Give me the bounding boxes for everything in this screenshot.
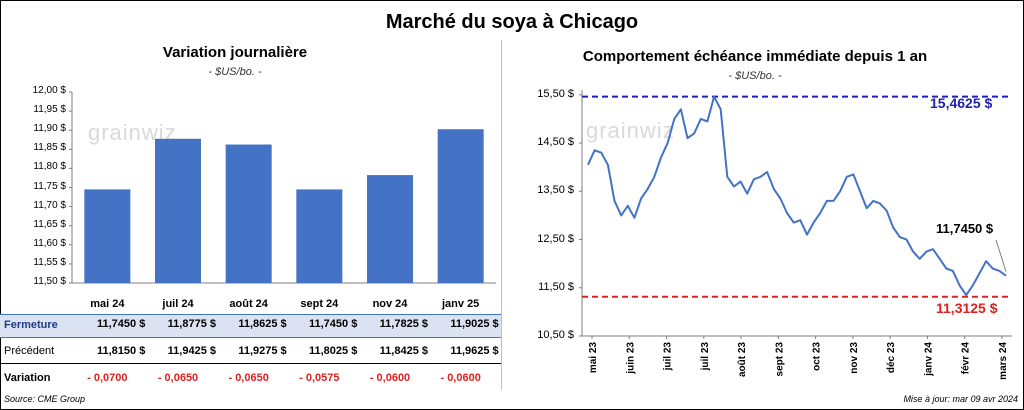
source-note: Source: CME Group <box>4 394 86 404</box>
max-label: 15,4625 $ <box>930 95 993 111</box>
bar-3 <box>296 189 343 283</box>
bar-5 <box>437 129 484 283</box>
row-label-fermeture: Fermeture <box>4 319 58 331</box>
bar-category-label: juil 24 <box>162 298 194 310</box>
bar-y-tick-label: 12,00 $ <box>32 85 66 96</box>
line-x-tick-label: mars 24 <box>998 342 1009 380</box>
bar-category-label: mai 24 <box>90 298 125 310</box>
price-series-line <box>587 95 1007 296</box>
bar-y-tick-label: 11,55 $ <box>33 256 66 268</box>
line-x-tick-label: nov 23 <box>849 342 860 374</box>
bar-y-tick-label: 11,90 $ <box>33 123 66 135</box>
bar-0 <box>84 189 131 283</box>
line-y-tick-label: 13,50 $ <box>537 184 574 197</box>
table-cell: 11,9625 $ <box>450 345 499 357</box>
left-chart-unit: - $US/bo. - <box>208 66 262 78</box>
line-y-tick-label: 12,50 $ <box>537 232 574 245</box>
bar-y-tick-label: 11,80 $ <box>33 161 66 173</box>
bar-y-tick-label: 11,60 $ <box>33 237 66 249</box>
bar-y-tick-label: 11,50 $ <box>33 276 66 287</box>
table-cell: 11,8625 $ <box>238 318 287 330</box>
line-y-tick-label: 11,50 $ <box>538 280 574 293</box>
page-title: Marché du soya à Chicago <box>385 11 639 33</box>
line-x-tick-label: juil 23 <box>700 342 711 372</box>
bar-y-tick-label: 11,75 $ <box>33 180 66 192</box>
bar-y-tick-label: 11,65 $ <box>33 218 66 230</box>
bar-category-label: sept 24 <box>300 298 339 310</box>
bar-1 <box>155 138 201 283</box>
table-cell: 11,7450 $ <box>308 318 358 330</box>
line-y-tick-label: 10,50 $ <box>537 329 574 341</box>
line-x-tick-label: mai 23 <box>588 342 599 374</box>
bar-y-tick-label: 11,85 $ <box>33 142 66 154</box>
bar-category-label: janv 25 <box>442 298 480 310</box>
table-row-variation: Variation <box>0 368 501 390</box>
right-chart-title: Comportement échéance immédiate depuis 1… <box>582 48 928 65</box>
min-label: 11,3125 $ <box>936 300 998 316</box>
last-value-label: 11,7450 $ <box>936 221 994 236</box>
line-x-tick-label: juil 23 <box>663 342 674 372</box>
table-cell: 11,8425 $ <box>379 345 428 357</box>
table-cell: 11,9025 $ <box>450 318 499 330</box>
bar-chart <box>69 91 496 284</box>
line-y-tick-label: 15,50 $ <box>537 87 574 100</box>
table-cell: 11,7450 $ <box>96 318 146 330</box>
line-y-tick-label: 14,50 $ <box>537 136 574 149</box>
table-cell: - 0,0600 <box>369 372 411 384</box>
table-cell: - 0,0650 <box>157 372 199 384</box>
bar-4 <box>367 175 413 283</box>
line-x-tick-label: févr 24 <box>961 342 972 375</box>
table-cell: 11,8775 $ <box>167 318 216 330</box>
table-cell: 11,9275 $ <box>238 345 287 357</box>
line-x-tick-label: oct 23 <box>812 342 823 371</box>
left-chart-title: Variation journalière <box>162 44 308 61</box>
line-x-tick-label: sept 23 <box>774 342 785 377</box>
line-x-tick-label: juin 23 <box>625 342 636 375</box>
table-cell: - 0,0575 <box>299 372 340 384</box>
bar-category-label: août 24 <box>229 298 268 310</box>
row-label-precedent: Précédent <box>4 345 55 357</box>
line-x-tick-label: déc 23 <box>886 342 897 374</box>
bar-category-label: nov 24 <box>372 298 408 310</box>
last-value-leader <box>995 239 1007 272</box>
right-chart-unit: - $US/bo. - <box>728 70 782 82</box>
panel-divider <box>501 40 502 390</box>
update-note: Mise à jour: mar 09 avr 2024 <box>903 394 1018 404</box>
table-cell: 11,7825 $ <box>379 318 428 330</box>
table-cell: - 0,0700 <box>87 372 128 384</box>
table-cell: - 0,0600 <box>440 372 481 384</box>
row-label-variation: Variation <box>4 372 51 384</box>
table-cell: 11,9425 $ <box>167 345 216 357</box>
table-row-precedent: Précédent <box>0 341 501 364</box>
table-cell: 11,8150 $ <box>96 345 146 357</box>
bar-y-tick-label: 11,95 $ <box>33 104 66 116</box>
bar-y-tick-label: 11,70 $ <box>33 199 66 211</box>
bar-2 <box>225 144 272 283</box>
table-cell: - 0,0650 <box>228 372 269 384</box>
table-row-fermeture: Fermeture <box>0 314 501 338</box>
line-x-tick-label: août 23 <box>737 342 748 377</box>
watermark-right: grainwiz <box>586 118 675 143</box>
table-cell: 11,8025 $ <box>308 345 358 357</box>
line-x-tick-label: janv 24 <box>923 342 934 377</box>
